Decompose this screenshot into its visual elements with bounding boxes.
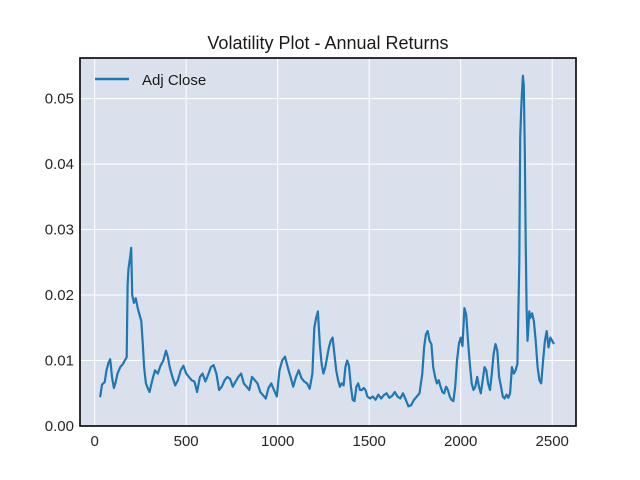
vertical-gridlines (94, 58, 553, 426)
y-tick-label: 0.03 (45, 222, 74, 239)
y-tick-label: 0.04 (45, 156, 74, 173)
x-tick-label: 2500 (536, 433, 569, 450)
x-tick-label: 0 (90, 433, 98, 450)
y-tick-label: 0.00 (45, 418, 74, 435)
y-tick-label: 0.01 (45, 353, 74, 370)
legend-label: Adj Close (142, 72, 206, 89)
series-line-adj-close (99, 74, 555, 408)
x-axis-ticks: 0 500 1000 1500 2000 2500 (90, 433, 568, 450)
x-tick-label: 1000 (261, 433, 294, 450)
x-tick-label: 2000 (444, 433, 477, 450)
legend: Adj Close (95, 72, 206, 89)
chart-title: Volatility Plot - Annual Returns (207, 33, 448, 53)
x-tick-label: 500 (174, 433, 199, 450)
series-layer (99, 74, 555, 408)
y-tick-label: 0.02 (45, 287, 74, 304)
y-tick-label: 0.05 (45, 91, 74, 108)
y-axis-ticks: 0.00 0.01 0.02 0.03 0.04 0.05 (45, 91, 74, 435)
plot-frame (79, 57, 577, 427)
x-tick-label: 1500 (352, 433, 385, 450)
